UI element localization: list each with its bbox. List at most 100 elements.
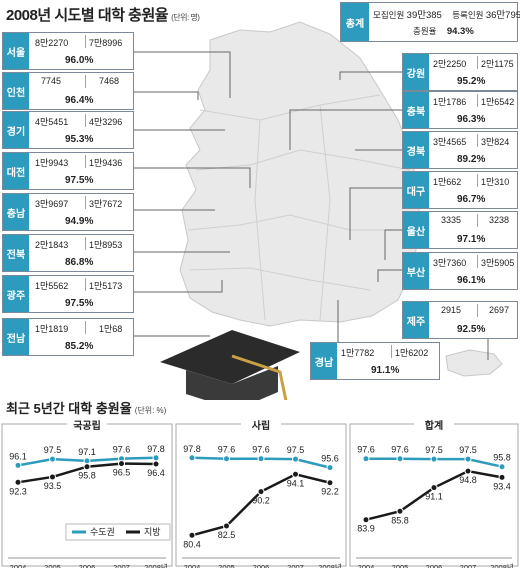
data-label: 93.4: [493, 481, 511, 491]
data-point: [14, 478, 22, 486]
total-rate-row: 충원율 94.3%: [373, 25, 474, 37]
region-box-gyeongnam: 경남 1만7782 1만6202 91.1%: [310, 342, 440, 380]
region-enroll: 1만8953: [89, 240, 123, 250]
panel-title: 합계: [425, 419, 443, 432]
region-name: 충북: [403, 92, 429, 128]
x-tick-label: 2006: [79, 563, 96, 568]
region-box-jeonnam: 전남 1만1819 1만68 85.2%: [2, 318, 134, 356]
region-enroll: 2697: [489, 305, 510, 315]
region-recruit: 1만1786: [433, 97, 467, 107]
data-point: [464, 455, 472, 463]
region-enroll: 1만310: [481, 177, 510, 187]
data-label: 96.1: [9, 451, 27, 461]
total-enroll: 36만7955: [485, 10, 520, 21]
region-box-busan: 부산 3만7360 3만5905 96.1%: [402, 252, 518, 290]
data-label: 97.8: [147, 444, 165, 454]
region-box-gangwon: 강원 2만2250 2만1175 95.2%: [402, 53, 518, 91]
data-point: [430, 484, 438, 492]
trend-panel-1: 국공립 2004 2005 2006 2007 2008년 96.1 97.5 97.1 97.6…: [1, 418, 173, 568]
region-box-seoul: 서울 8만2270 7만8996 96.0%: [2, 32, 134, 70]
region-name: 울산: [403, 212, 429, 248]
x-tick-label: 2008년: [144, 562, 168, 568]
data-point: [49, 473, 56, 481]
data-point: [14, 461, 22, 469]
data-label: 97.6: [218, 445, 236, 455]
region-recruit: 3만4565: [433, 137, 467, 147]
x-tick-label: 2007: [460, 563, 477, 568]
region-name: 강원: [403, 54, 429, 90]
region-rate: 95.3%: [65, 134, 94, 145]
data-point: [188, 531, 196, 539]
data-point: [223, 522, 230, 530]
region-enroll: 1만6542: [481, 97, 515, 107]
data-label: 95.6: [321, 454, 339, 464]
total-label: 총계: [341, 3, 369, 41]
region-name: 전남: [3, 319, 29, 355]
divider: [477, 56, 478, 69]
total-recruit: 39만385: [406, 10, 442, 21]
region-rate: 85.2%: [65, 341, 94, 352]
divider: [477, 94, 478, 107]
rate-label: 충원율: [413, 26, 437, 36]
region-box-jeju: 제주 2915 2697 92.5%: [402, 301, 518, 339]
data-point: [396, 455, 404, 463]
region-recruit: 1만662: [433, 177, 462, 187]
data-label: 92.3: [9, 486, 27, 496]
divider: [85, 155, 86, 168]
data-point: [188, 454, 196, 462]
region-name: 경북: [403, 132, 429, 168]
region-recruit: 7745: [41, 76, 62, 86]
divider: [85, 278, 86, 291]
region-recruit: 2만1843: [35, 240, 69, 250]
data-label: 85.8: [391, 515, 409, 525]
panel-title: 사립: [252, 419, 270, 432]
region-box-gyeonggi: 경기 4만5451 4만3296 95.3%: [2, 111, 134, 149]
data-label: 94.1: [287, 478, 305, 488]
region-enroll: 2만1175: [481, 59, 514, 69]
x-tick-label: 2004: [184, 563, 201, 568]
x-tick-label: 2004: [10, 563, 27, 568]
data-point: [326, 479, 334, 487]
region-rate: 86.8%: [65, 257, 94, 268]
data-label: 97.5: [425, 445, 443, 455]
region-name: 대전: [3, 153, 29, 189]
region-rate: 95.2%: [457, 76, 486, 87]
divider: [477, 174, 478, 187]
trend-panel-3: 합계 2004 2005 2006 2007 2008년 97.6 97.6 97.5 97.5 9…: [349, 418, 519, 568]
data-label: 96.5: [113, 468, 131, 478]
panel-title-bg: [67, 418, 107, 432]
data-label: 96.4: [147, 468, 165, 478]
legend-label-local: 지방: [144, 527, 161, 537]
x-tick-label: 2007: [113, 563, 130, 568]
data-label: 97.6: [357, 445, 375, 455]
divider: [85, 237, 86, 250]
data-point: [83, 457, 91, 465]
x-tick-label: 2006: [426, 563, 443, 568]
region-box-chungnam: 충남 3만9697 3만7672 94.9%: [2, 193, 134, 231]
region-enroll: 3만5905: [481, 258, 515, 268]
data-point: [292, 470, 299, 478]
region-enroll: 3만7672: [89, 199, 123, 209]
data-point: [118, 460, 125, 468]
divider: [85, 35, 86, 48]
region-enroll: 1만6202: [395, 348, 429, 358]
data-point: [362, 455, 370, 463]
region-box-jeonbuk: 전북 2만1843 1만8953 86.8%: [2, 234, 134, 272]
region-enroll: 1만5173: [89, 281, 123, 291]
region-enroll: 1만9436: [89, 158, 123, 168]
total-counts-row: 모집인원 39만385 등록인원 36만7955: [373, 7, 520, 21]
province-borders: [187, 94, 415, 321]
region-name: 대구: [403, 172, 429, 208]
trend-title-text: 최근 5년간 대학 충원율: [6, 401, 132, 416]
leader-lines: [134, 51, 489, 360]
x-tick-label: 2008년: [490, 562, 514, 568]
enroll-label: 등록인원: [452, 10, 484, 20]
data-point: [498, 463, 506, 471]
data-point: [49, 455, 56, 463]
region-recruit: 2만2250: [433, 59, 467, 69]
region-rate: 89.2%: [457, 154, 486, 165]
page-title: 2008년 시도별 대학 충원율 (단위: 명): [6, 4, 200, 25]
trend-title-unit: (단위: %): [134, 406, 167, 415]
total-box: 총계 모집인원 39만385 등록인원 36만7955 충원율 94.3%: [340, 2, 520, 42]
divider: [477, 255, 478, 268]
